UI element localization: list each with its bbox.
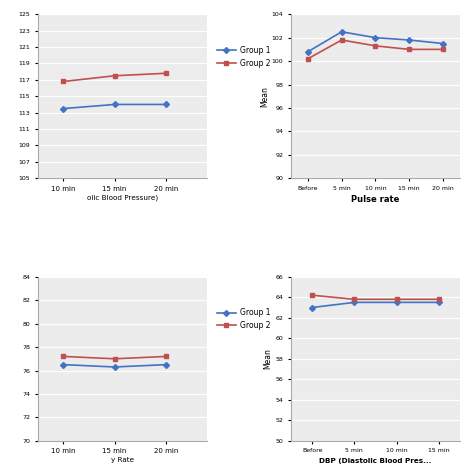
X-axis label: y Rate: y Rate (111, 457, 134, 463)
Y-axis label: Mean: Mean (264, 348, 273, 369)
X-axis label: Pulse rate: Pulse rate (351, 195, 400, 204)
Y-axis label: Mean: Mean (260, 86, 269, 107)
X-axis label: DBP (Diastolic Blood Pres...: DBP (Diastolic Blood Pres... (319, 457, 432, 464)
X-axis label: olic Blood Pressure): olic Blood Pressure) (87, 195, 158, 201)
Legend: Group 1, Group 2: Group 1, Group 2 (214, 43, 273, 71)
Legend: Group 1, Group 2: Group 1, Group 2 (214, 305, 273, 333)
